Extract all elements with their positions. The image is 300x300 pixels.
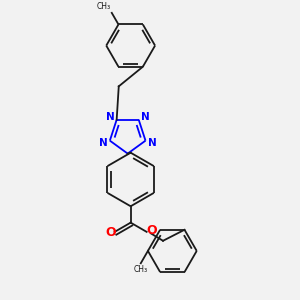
Text: N: N — [99, 138, 108, 148]
Text: N: N — [141, 112, 150, 122]
Text: O: O — [146, 224, 157, 238]
Text: N: N — [148, 138, 156, 148]
Text: O: O — [105, 226, 116, 239]
Text: CH₃: CH₃ — [96, 2, 110, 11]
Text: CH₃: CH₃ — [134, 265, 148, 274]
Text: N: N — [106, 112, 115, 122]
